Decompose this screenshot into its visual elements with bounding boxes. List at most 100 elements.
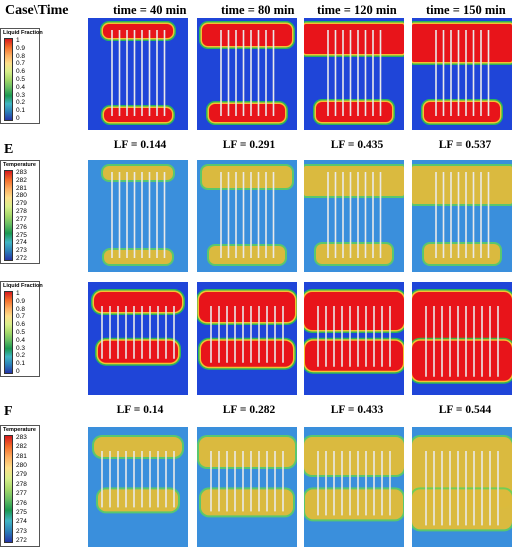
panel-case-e-temp-0 [88, 160, 188, 272]
liquid-region [199, 292, 295, 322]
panel-field [88, 282, 188, 395]
liquid-region [201, 340, 293, 367]
colorbar-tick: 274 [16, 239, 27, 247]
colorbar-tick: 0.4 [16, 336, 26, 344]
panel-field [88, 160, 188, 272]
panel-field [412, 18, 512, 130]
warm-core [199, 437, 295, 467]
panel-field [197, 427, 297, 547]
liquid-region [304, 292, 404, 330]
panel-field [304, 427, 404, 547]
warm-core [412, 489, 512, 530]
panel-case-e-temp-3 [412, 160, 512, 272]
warm-core [103, 166, 173, 180]
panel-case-f-temp-2 [304, 427, 404, 547]
colorbar-tick: 0.7 [16, 313, 26, 321]
colorbar-title: Liquid Fraction [3, 283, 43, 289]
colorbar-tick: 283 [16, 434, 27, 441]
time-header-120: time = 120 min [317, 3, 397, 17]
warm-core [104, 250, 172, 264]
colorbar-title: Liquid Fraction [3, 30, 43, 36]
panel-field [197, 282, 297, 395]
colorbar-temperature-e: Temperature 283 282 281 280 279 278 277 276 275 2… [0, 160, 40, 264]
colorbar-tick: 277 [16, 490, 27, 498]
colorbar-title: Temperature [3, 162, 36, 168]
colorbar-tick: 281 [16, 452, 27, 460]
panel-case-f-temp-0 [88, 427, 188, 547]
colorbar-tick: 0 [16, 368, 20, 375]
liquid-region [412, 340, 512, 381]
colorbar-liquid-fraction-f: Liquid Fraction 1 0.9 0.8 0.7 0.6 0.5 0.4 0.3 0.… [0, 281, 43, 377]
colorbar-tick: 0.6 [16, 321, 26, 329]
time-header-150: time = 150 min [426, 3, 506, 17]
warm-core [305, 489, 403, 520]
liquid-region [104, 108, 172, 122]
panel-field [412, 282, 512, 395]
panel-field [197, 160, 297, 272]
panel-field [304, 282, 404, 395]
colorbar-tick: 273 [16, 527, 27, 535]
panel-field [304, 18, 404, 130]
lf-e-40: LF = 0.144 [113, 139, 167, 151]
case-label-e: E [4, 142, 14, 157]
colorbar-tick: 0.4 [16, 83, 26, 91]
colorbar-tick: 281 [16, 184, 27, 192]
colorbar-tick: 0.1 [16, 107, 26, 115]
colorbar-tick: 282 [16, 176, 27, 184]
liquid-region [202, 24, 292, 46]
colorbar-tick: 0.6 [16, 68, 26, 76]
colorbar-tick: 0.3 [16, 344, 26, 352]
panel-field [412, 427, 512, 547]
lf-f-80: LF = 0.282 [222, 404, 276, 416]
colorbar-tick: 0.2 [16, 99, 26, 107]
panel-case-f-temp-3 [412, 427, 512, 547]
panel-case-e-temp-2 [304, 160, 404, 272]
colorbar-gradient [4, 170, 13, 261]
panel-case-e-temp-1 [197, 160, 297, 272]
panel-case-e-lf-0 [88, 18, 188, 130]
colorbar-tick: 282 [16, 443, 27, 451]
colorbar-tick: 1 [16, 290, 20, 297]
liquid-region [412, 24, 512, 62]
colorbar-tick: 276 [16, 223, 27, 231]
colorbar-tick: 283 [16, 169, 27, 176]
colorbar-tick: 0.8 [16, 305, 26, 313]
lf-f-40: LF = 0.14 [116, 404, 164, 416]
colorbar-tick: 272 [16, 537, 27, 544]
panel-case-e-lf-3 [412, 18, 512, 130]
panel-case-e-lf-2 [304, 18, 404, 130]
warm-core [304, 166, 404, 196]
liquid-region [305, 340, 403, 371]
colorbar-title: Temperature [3, 427, 36, 433]
panel-field [304, 160, 404, 272]
colorbar-gradient [4, 291, 13, 374]
colorbar-tick: 279 [16, 200, 27, 208]
warm-core [202, 166, 292, 188]
panel-field [412, 160, 512, 272]
case-time-header: Case\Time [5, 3, 69, 18]
colorbar-tick: 0.9 [16, 44, 26, 52]
time-header-80: time = 80 min [221, 3, 295, 17]
colorbar-tick: 276 [16, 499, 27, 507]
colorbar-liquid-fraction-e: Liquid Fraction 1 0.9 0.8 0.7 0.6 0.5 0.4 0.3 0.… [0, 28, 43, 124]
panel-case-f-lf-3 [412, 282, 512, 395]
panel-case-f-lf-1 [197, 282, 297, 395]
colorbar-tick: 0.3 [16, 91, 26, 99]
panel-case-e-lf-1 [197, 18, 297, 130]
colorbar-tick: 0.9 [16, 297, 26, 305]
liquid-region [103, 24, 173, 38]
colorbar-tick: 279 [16, 471, 27, 479]
colorbar-tick: 0.7 [16, 60, 26, 68]
colorbar-gradient [4, 38, 13, 121]
lf-f-120: LF = 0.433 [330, 404, 384, 416]
colorbar-tick: 280 [16, 462, 27, 470]
lf-f-150: LF = 0.544 [438, 404, 492, 416]
lf-e-80: LF = 0.291 [222, 139, 276, 151]
warm-core [201, 489, 293, 516]
warm-core [94, 437, 182, 457]
colorbar-tick: 0.5 [16, 76, 26, 83]
colorbar-tick: 278 [16, 208, 27, 216]
panel-case-f-lf-2 [304, 282, 404, 395]
colorbar-tick: 275 [16, 508, 27, 516]
panel-field [88, 18, 188, 130]
